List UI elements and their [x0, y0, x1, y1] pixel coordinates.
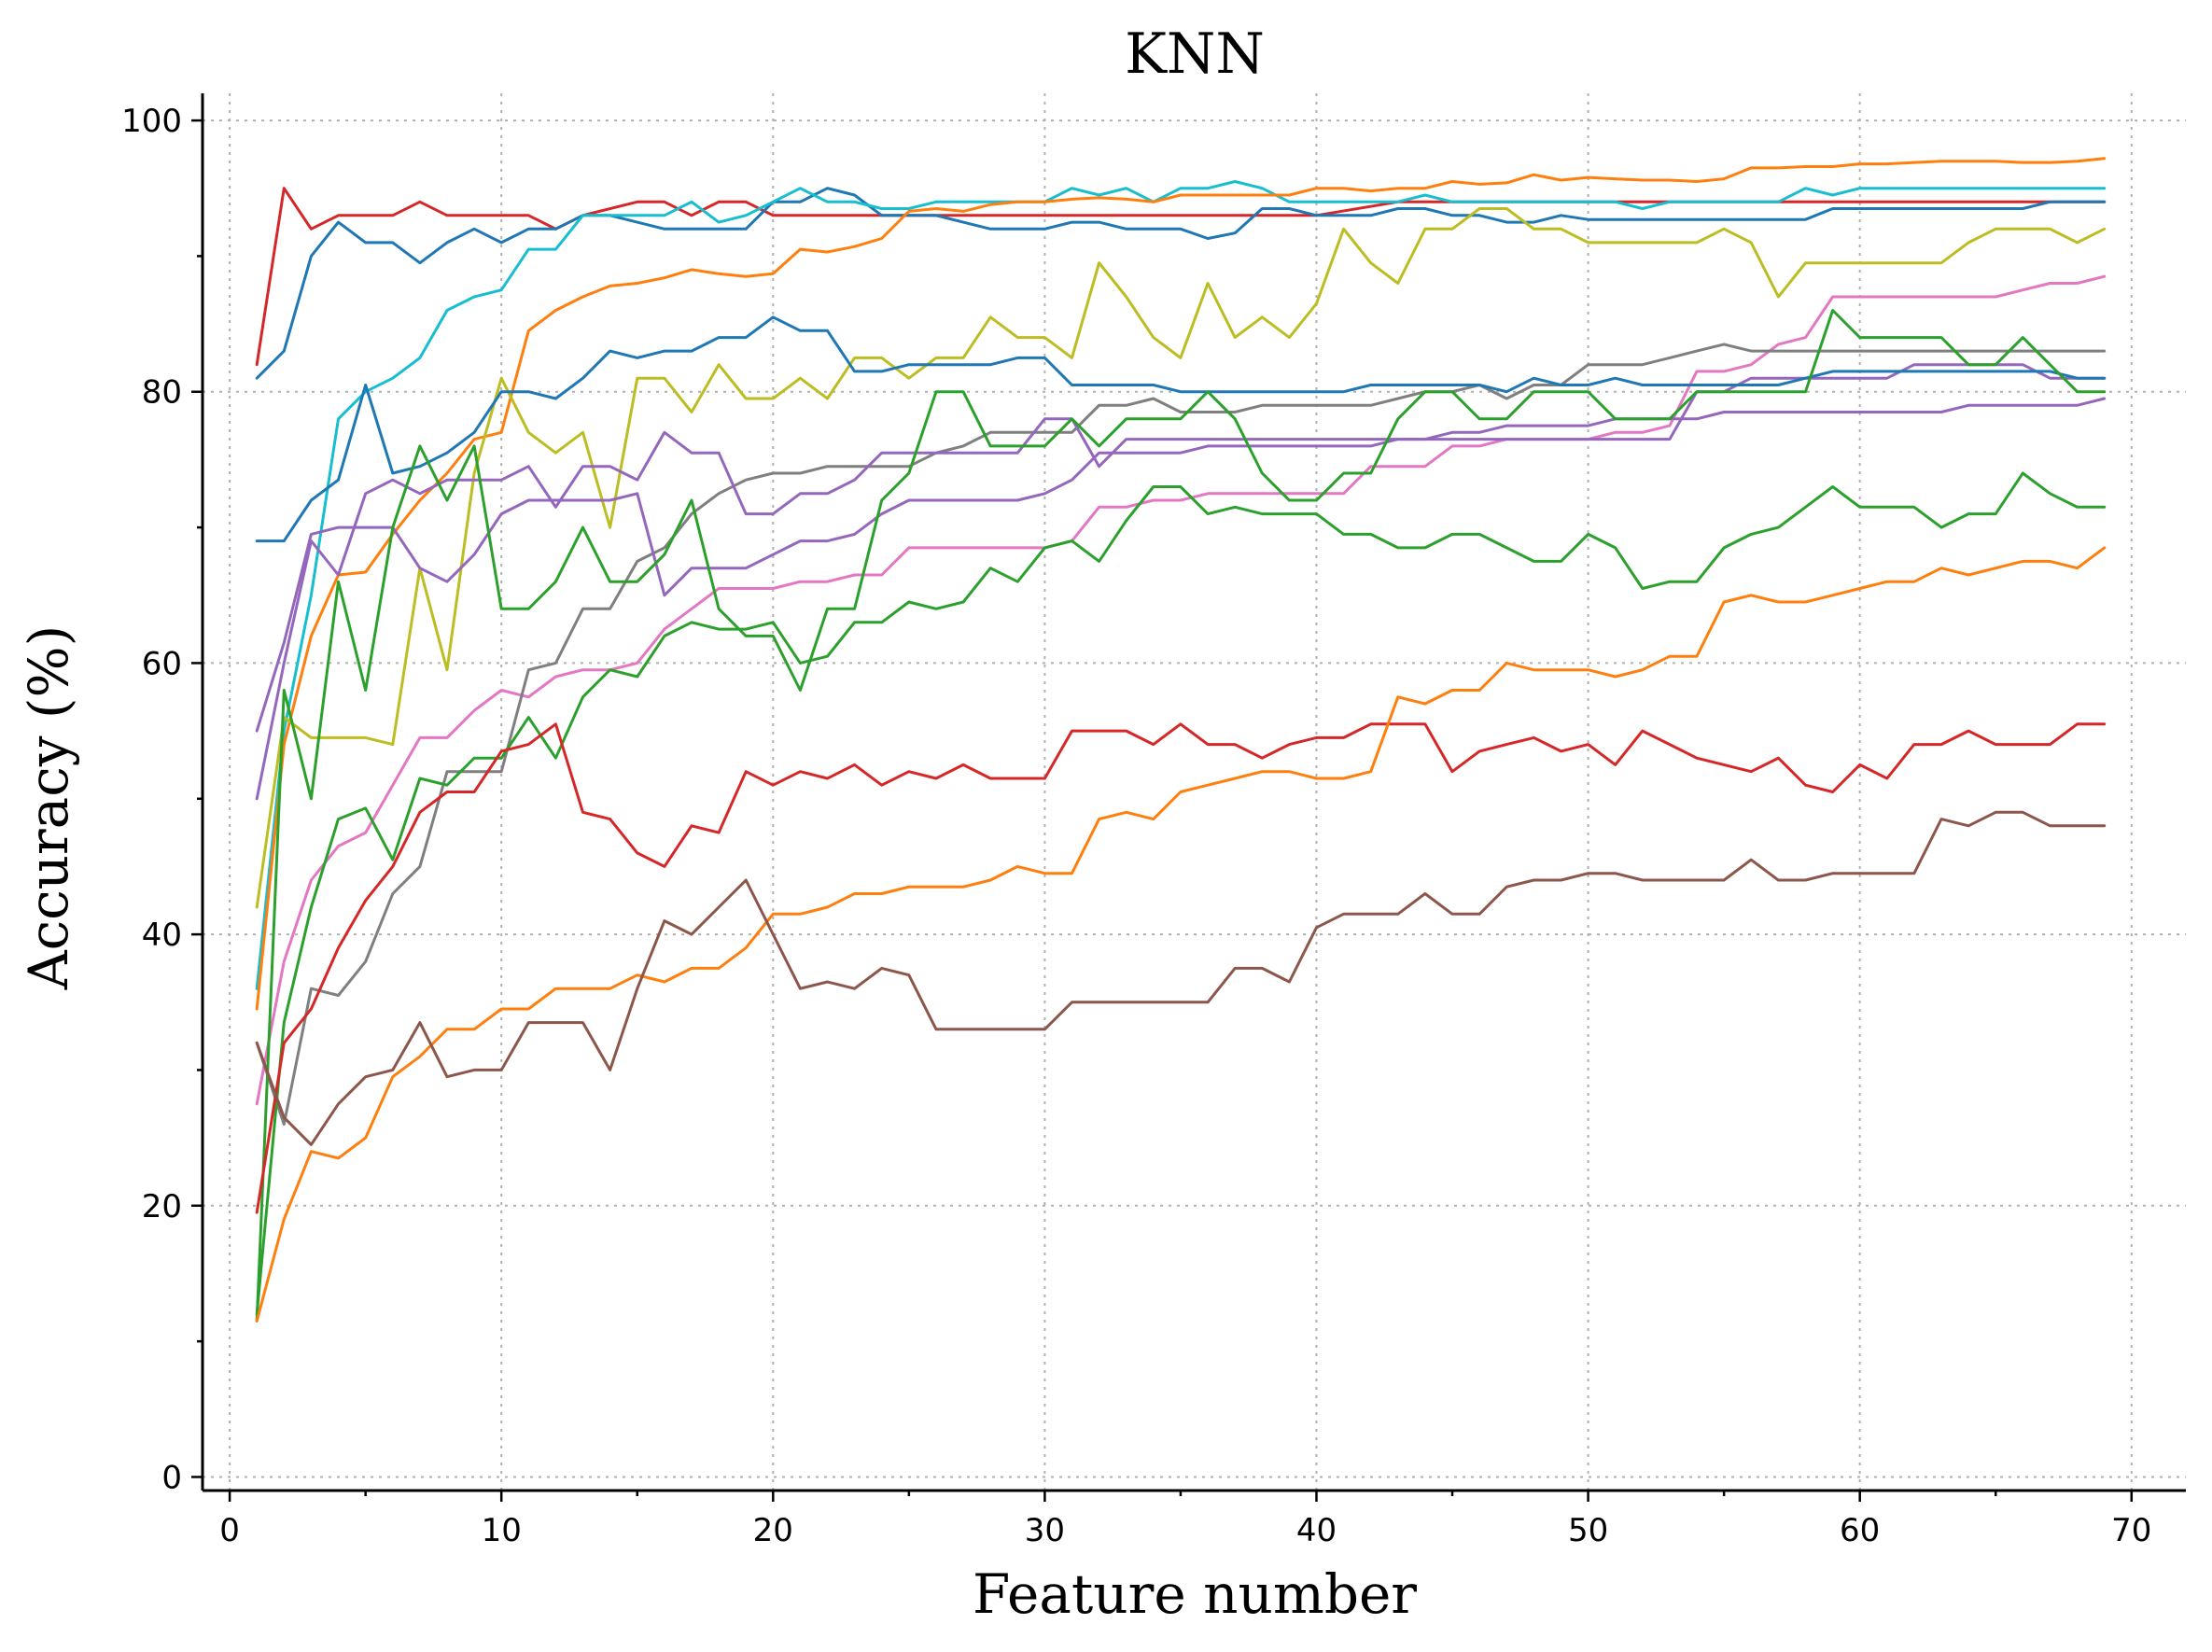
y-tick-label: 100 [121, 103, 182, 140]
y-tick-label: 20 [142, 1188, 182, 1225]
chart-title: KNN [1125, 21, 1265, 87]
y-ticks: 0 20 40 60 80 100 [121, 103, 203, 1496]
y-tick-label: 80 [142, 374, 182, 412]
y-tick-label: 40 [142, 917, 182, 954]
x-tick-label: 70 [2111, 1512, 2151, 1549]
x-tick-label: 50 [1568, 1512, 1608, 1549]
series-line-11 [255, 309, 2107, 1323]
series-line-13 [255, 722, 2107, 1214]
series-line-2 [255, 187, 2107, 380]
x-tick-label: 0 [219, 1512, 240, 1549]
x-tick-label: 30 [1025, 1512, 1065, 1549]
series-line-15 [255, 810, 2107, 1146]
series-line-8 [255, 397, 2107, 733]
series-line-9 [255, 363, 2107, 801]
grid [203, 93, 2186, 1491]
series-line-10 [255, 315, 2107, 543]
series-line-14 [255, 546, 2107, 1323]
axes [201, 93, 2186, 1492]
series-lines [255, 157, 2107, 1323]
y-axis-label: Accuracy (%) [17, 625, 80, 991]
x-axis-label: Feature number [973, 1562, 1417, 1626]
x-tick-label: 40 [1296, 1512, 1337, 1549]
series-line-1 [255, 187, 2107, 367]
y-tick-label: 0 [161, 1459, 182, 1496]
series-line-5 [255, 207, 2107, 909]
series-line-7 [255, 343, 2107, 1127]
x-tick-label: 10 [482, 1512, 522, 1549]
y-tick-label: 60 [142, 645, 182, 682]
x-ticks: 0 10 20 30 40 50 60 70 [219, 1491, 2151, 1549]
series-line-4 [255, 157, 2107, 1011]
x-tick-label: 60 [1840, 1512, 1880, 1549]
x-tick-label: 20 [753, 1512, 793, 1549]
series-line-12 [255, 471, 2107, 1316]
series-line-6 [255, 274, 2107, 1106]
series-line-3 [255, 180, 2107, 990]
